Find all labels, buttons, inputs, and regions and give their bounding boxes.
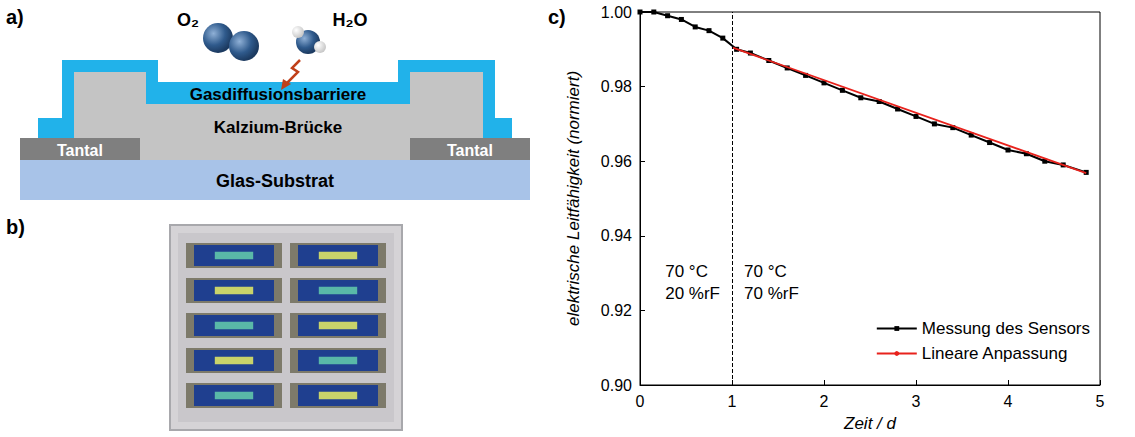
svg-text:1.00: 1.00 (601, 4, 632, 21)
svg-text:Tantal: Tantal (57, 142, 103, 159)
svg-text:H₂O: H₂O (333, 10, 368, 30)
svg-text:elektrische Leitfähigkeit (nor: elektrische Leitfähigkeit (normiert) (564, 71, 583, 326)
svg-text:Glas-Substrat: Glas-Substrat (216, 171, 334, 191)
svg-text:0.92: 0.92 (601, 302, 632, 319)
svg-text:70 °C: 70 °C (744, 262, 787, 281)
svg-text:Messung des Sensors: Messung des Sensors (922, 319, 1090, 338)
svg-text:5: 5 (1096, 393, 1105, 410)
svg-text:3: 3 (912, 393, 921, 410)
svg-text:70 %rF: 70 %rF (744, 284, 799, 303)
html-text:c): c) (548, 6, 566, 28)
svg-text:0.98: 0.98 (601, 78, 632, 95)
svg-text:Lineare Anpassung: Lineare Anpassung (922, 344, 1068, 363)
svg-text:Kalzium-Brücke: Kalzium-Brücke (214, 118, 342, 137)
svg-text:0.90: 0.90 (601, 377, 632, 394)
svg-text:b): b) (6, 216, 25, 238)
svg-text:0: 0 (636, 393, 645, 410)
svg-text:2: 2 (820, 393, 829, 410)
svg-text:1: 1 (728, 393, 737, 410)
svg-text:Gasdiffusionsbarriere: Gasdiffusionsbarriere (190, 85, 367, 104)
svg-text:Tantal: Tantal (447, 142, 493, 159)
svg-text:0.96: 0.96 (601, 153, 632, 170)
svg-text:O₂: O₂ (177, 10, 199, 30)
svg-text:4: 4 (1004, 393, 1013, 410)
svg-text:0.94: 0.94 (601, 227, 632, 244)
svg-text:a): a) (6, 6, 24, 28)
svg-text:Zeit / d: Zeit / d (843, 414, 897, 433)
svg-text:20 %rF: 20 %rF (665, 284, 720, 303)
svg-text:70 °C: 70 °C (665, 262, 708, 281)
